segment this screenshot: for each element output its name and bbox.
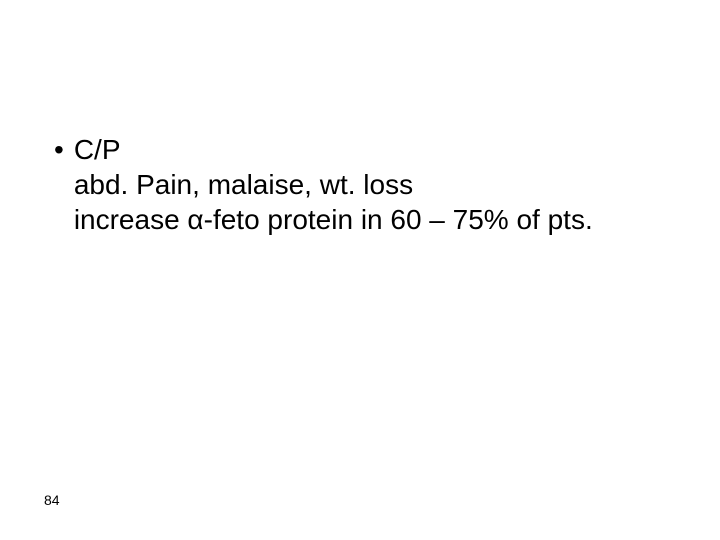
bullet-line-2: abd. Pain, malaise, wt. loss <box>74 169 413 200</box>
bullet-marker: • <box>54 132 64 167</box>
bullet-line-1: C/P <box>74 134 121 165</box>
bullet-line-3: increase α-feto protein in 60 – 75% of p… <box>74 204 593 235</box>
bullet-text: C/P abd. Pain, malaise, wt. loss increas… <box>74 132 593 237</box>
slide: • C/P abd. Pain, malaise, wt. loss incre… <box>0 0 720 540</box>
page-number: 84 <box>44 492 60 508</box>
slide-content: • C/P abd. Pain, malaise, wt. loss incre… <box>54 132 680 237</box>
bullet-item: • C/P abd. Pain, malaise, wt. loss incre… <box>54 132 680 237</box>
